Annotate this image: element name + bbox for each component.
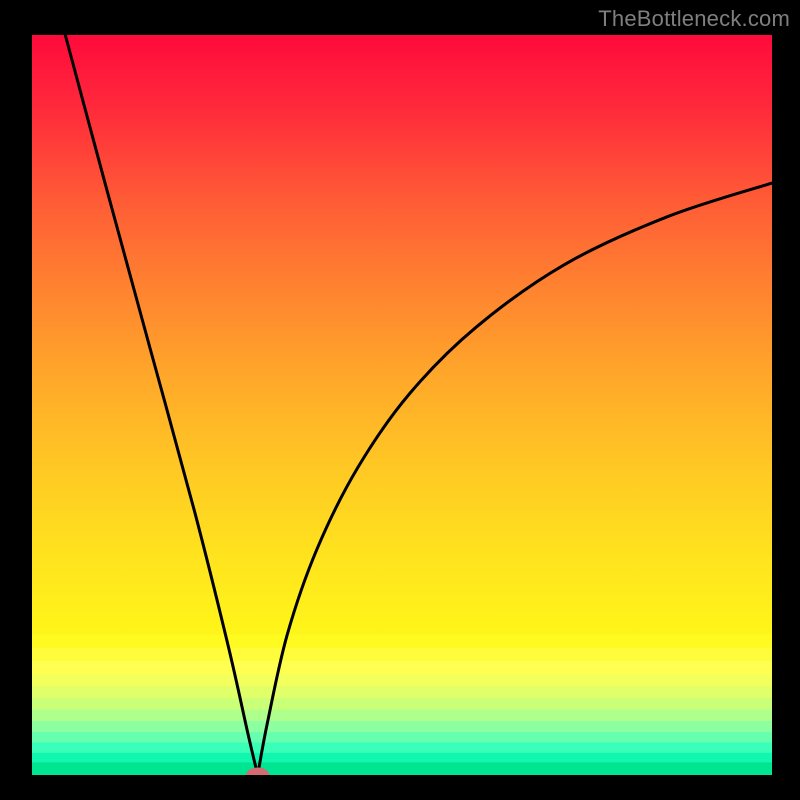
band-strip (32, 753, 772, 763)
band-strip (32, 721, 772, 733)
band-strip (32, 674, 772, 686)
band-strip (32, 686, 772, 698)
band-strip (32, 762, 772, 775)
chart-frame: TheBottleneck.com (0, 0, 800, 800)
watermark-text: TheBottleneck.com (598, 6, 790, 32)
band-strip (32, 742, 772, 753)
plot-area (32, 35, 772, 775)
band-strip (32, 698, 772, 710)
band-strip (32, 710, 772, 722)
band-strip (32, 648, 772, 662)
chart-svg (32, 35, 772, 775)
band-strip (32, 634, 772, 648)
band-strip (32, 661, 772, 675)
band-strip (32, 732, 772, 743)
